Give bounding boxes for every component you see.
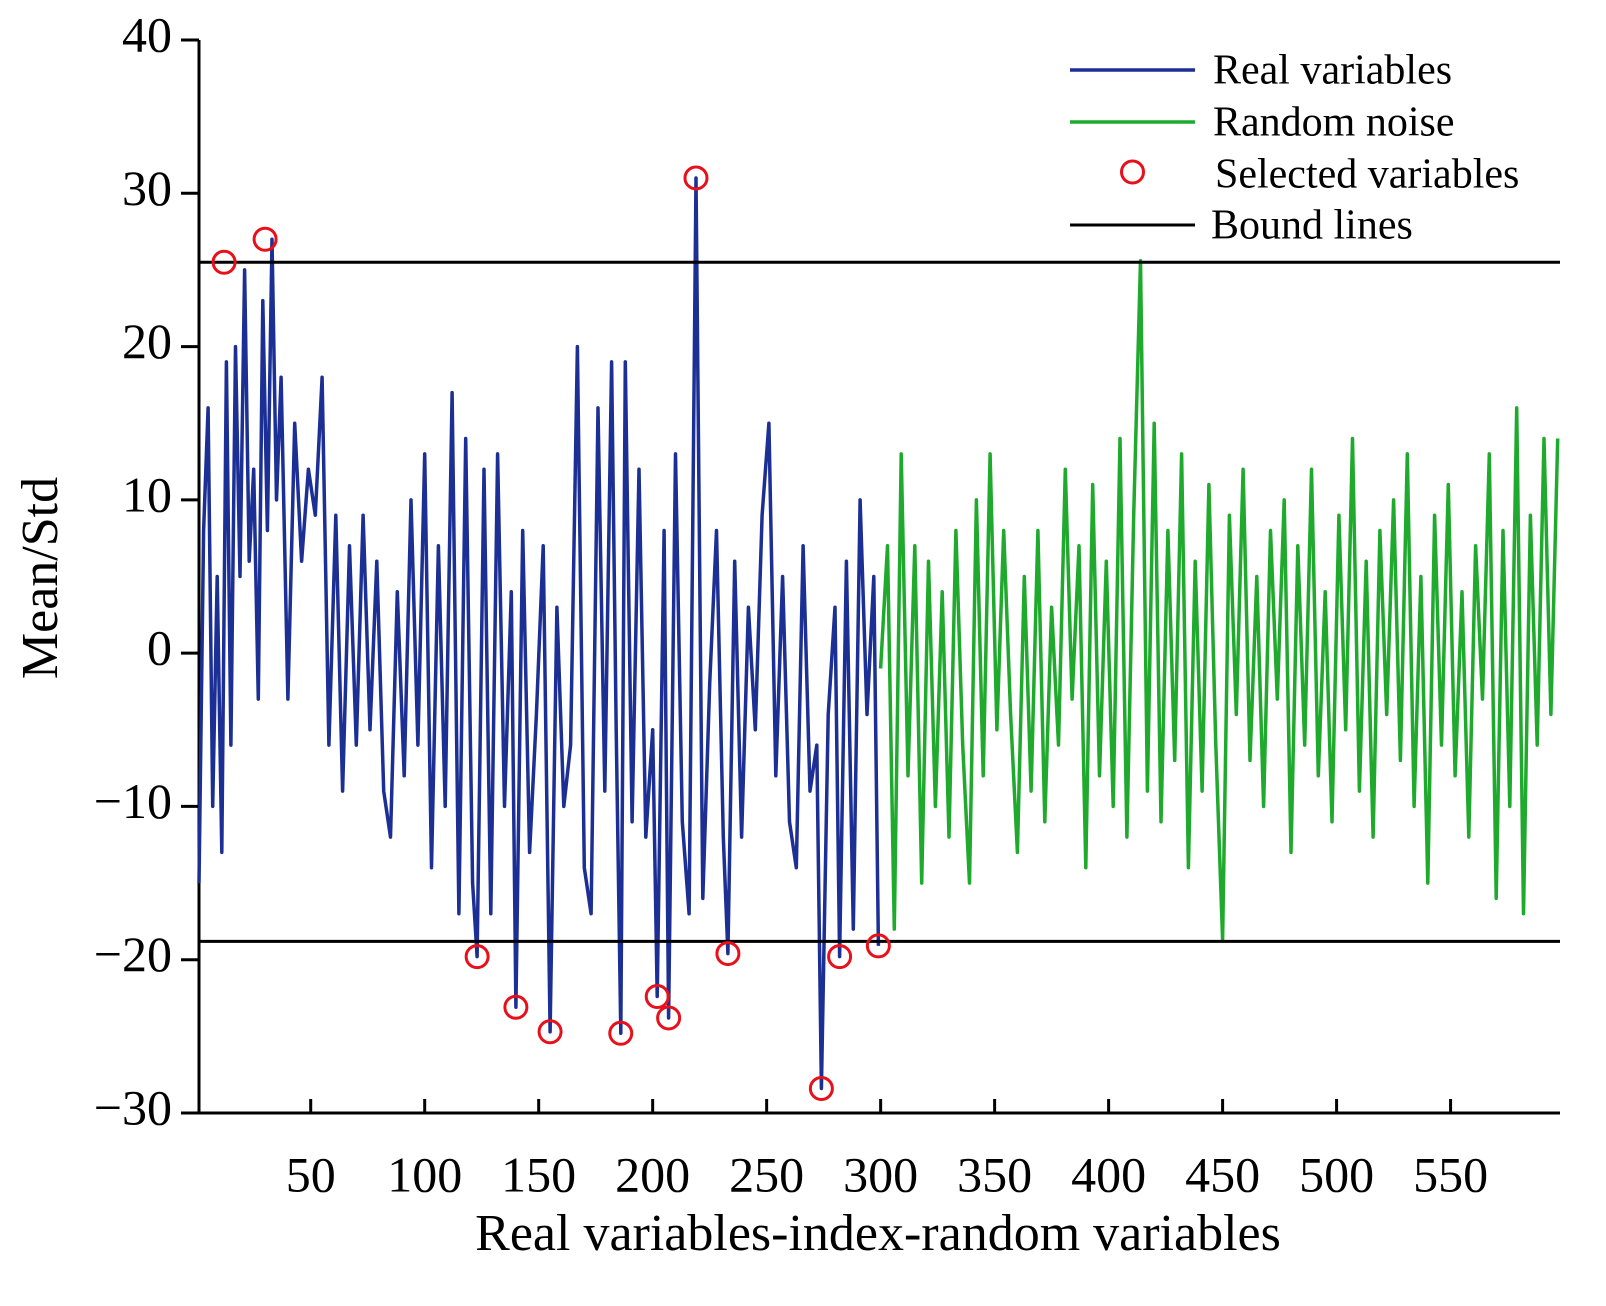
selected-point	[644, 984, 670, 1010]
y-tick-label: −10	[94, 773, 172, 829]
legend-marker	[1120, 159, 1145, 185]
x-tick-label: 50	[286, 1146, 336, 1202]
selected-point	[211, 249, 237, 275]
series-line	[197, 176, 881, 1091]
selected-point	[808, 1075, 834, 1101]
legend-label: Selected variables	[1215, 152, 1519, 198]
y-tick-label: −30	[94, 1079, 172, 1135]
x-tick-label: 450	[1185, 1146, 1260, 1202]
x-tick-label: 500	[1299, 1146, 1374, 1202]
y-tick-label: 40	[122, 6, 172, 62]
x-tick-label: 350	[957, 1146, 1032, 1202]
x-tick-label: 250	[729, 1146, 804, 1202]
selected-point	[827, 944, 853, 970]
series-line	[878, 258, 1560, 942]
legend-label: Random noise	[1213, 100, 1454, 146]
selected-point	[608, 1020, 634, 1046]
selected-point	[656, 1005, 682, 1031]
x-tick-label: 100	[387, 1146, 462, 1202]
selected-point	[252, 226, 278, 252]
y-tick-label: 30	[122, 160, 172, 216]
selected-point	[503, 994, 529, 1020]
y-tick-label: 0	[147, 620, 172, 676]
x-tick-label: 150	[501, 1146, 576, 1202]
legend-label: Real variables	[1213, 48, 1452, 94]
x-tick-label: 400	[1071, 1146, 1146, 1202]
x-axis-label: Real variables-index-random variables	[475, 1205, 1281, 1262]
selected-point	[715, 941, 741, 967]
x-tick-label: 550	[1413, 1146, 1488, 1202]
y-axis-label: Mean/Std	[12, 477, 69, 679]
selected-point	[464, 944, 490, 970]
y-tick-label: −20	[94, 926, 172, 982]
selected-point	[683, 165, 709, 191]
y-tick-label: 10	[122, 466, 172, 522]
selected-point	[537, 1019, 563, 1045]
selected-point	[865, 933, 891, 959]
x-tick-label: 200	[615, 1146, 690, 1202]
x-tick-label: 300	[843, 1146, 918, 1202]
y-tick-label: 20	[122, 313, 172, 369]
legend-label: Bound lines	[1211, 203, 1413, 249]
